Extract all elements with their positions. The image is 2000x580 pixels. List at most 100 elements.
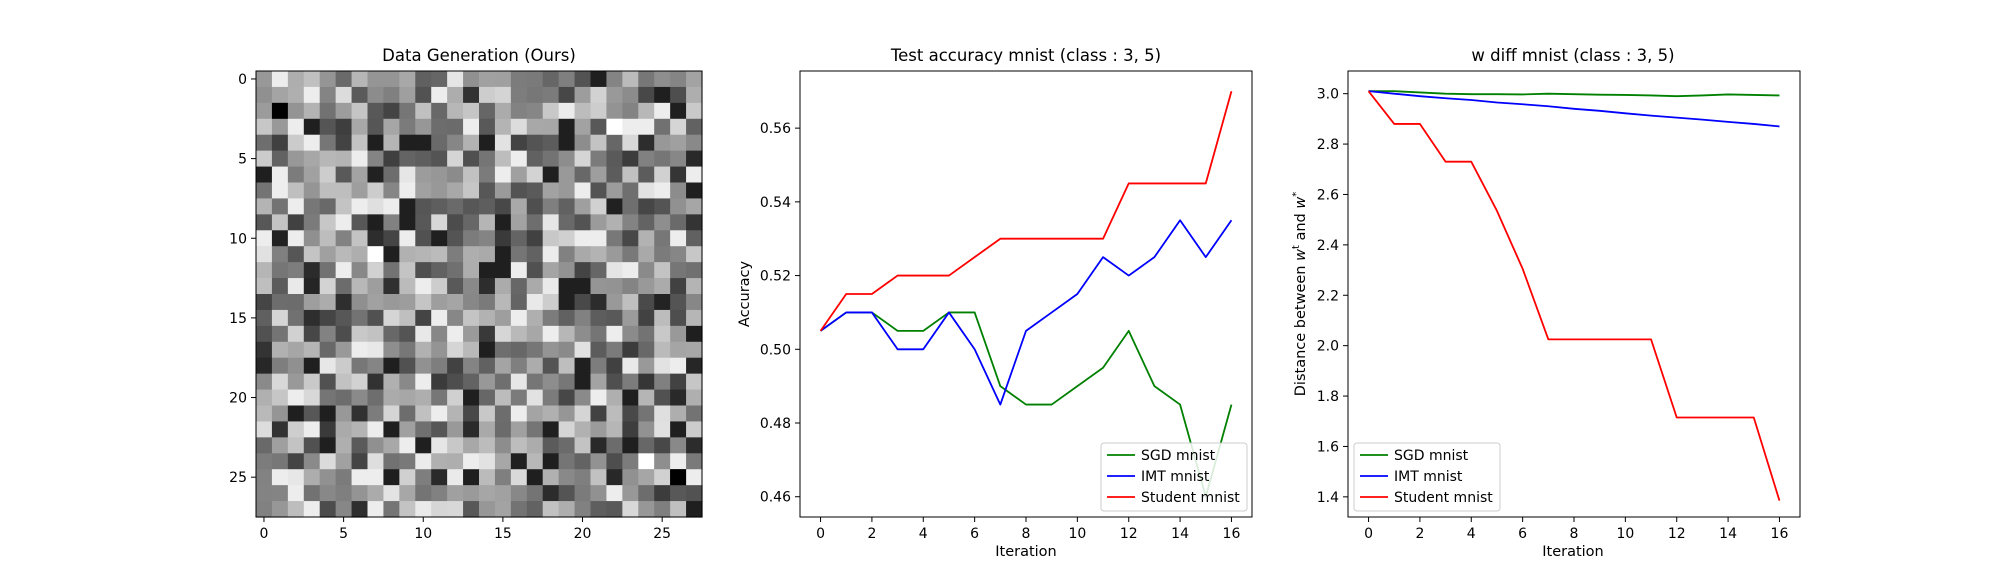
wdiff-xlabel: Iteration [1542,544,1604,560]
heatmap-xtick-label: 5 [339,526,348,542]
heatmap-cell [303,166,321,184]
heatmap-cell [351,166,369,184]
heatmap-cell [367,373,385,391]
heatmap-cell [447,246,464,263]
heatmap-cell [351,262,369,279]
heatmap-cell [383,405,400,423]
heatmap-ytick-label: 5 [238,152,247,168]
heatmap-cell [431,182,448,200]
heatmap-cell [670,166,687,184]
wdiff-ylabel-prefix: Distance between [1293,261,1309,396]
heatmap-cell [574,501,592,518]
heatmap-cell [479,341,496,359]
heatmap-cell [542,230,560,247]
heatmap-cell [654,501,671,518]
heatmap-cell [271,453,289,470]
heatmap-cell [463,246,480,263]
wdiff-xtick-label: 2 [1415,526,1424,542]
heatmap-cell [686,309,703,327]
heatmap-cell [638,501,655,518]
heatmap-cell [574,166,592,184]
heatmap-cells [256,71,703,518]
heatmap-cell [542,71,560,88]
heatmap-cell [399,357,416,375]
heatmap-cell [542,501,560,518]
heatmap-cell [479,309,496,327]
heatmap-cell [494,182,512,200]
heatmap-cell [542,214,560,231]
heatmap-cell [431,294,448,311]
heatmap-cell [431,150,448,168]
heatmap-cell [271,150,289,168]
heatmap-cell [638,357,655,375]
heatmap-cell [526,246,544,263]
heatmap-cell [256,118,273,136]
heatmap-cell [367,182,385,200]
heatmap-cell [447,469,464,486]
heatmap-cell [479,230,496,247]
heatmap-cell [670,262,687,279]
heatmap-cell [638,309,655,327]
heatmap-cell [574,294,592,311]
heatmap-cell [479,246,496,263]
heatmap-cell [351,278,369,295]
heatmap-cell [383,134,400,152]
heatmap-cell [654,278,671,295]
heatmap-cell [256,198,273,215]
heatmap-cell [479,134,496,152]
heatmap-cell [558,166,576,184]
heatmap-cell [494,309,512,327]
heatmap-cell [431,373,448,391]
heatmap-cell [256,150,273,168]
heatmap-cell [510,373,528,391]
heatmap-cell [335,71,353,88]
heatmap-cell [447,134,464,152]
heatmap-cell [574,118,592,136]
heatmap-cell [431,405,448,423]
heatmap-cell [256,389,273,407]
heatmap-cell [303,278,321,295]
heatmap-xtick-label: 0 [260,526,269,542]
heatmap-cell [670,198,687,215]
heatmap-cell [383,389,400,407]
heatmap-cell [431,501,448,518]
heatmap-cell [256,309,273,327]
heatmap-cell [431,453,448,470]
heatmap-cell [558,453,576,470]
heatmap-cell [319,278,337,295]
heatmap-cell [542,118,560,136]
heatmap-cell [399,214,416,231]
heatmap-cell [383,86,400,104]
heatmap-cell [335,373,353,391]
heatmap-cell [399,182,416,200]
heatmap-cell [510,437,528,454]
heatmap-cell [494,325,512,343]
heatmap-cell [574,246,592,263]
heatmap-cell [335,325,353,343]
heatmap-cell [670,453,687,470]
heatmap-cell [558,150,576,168]
heatmap-cell [526,71,544,88]
heatmap-cell [622,437,639,454]
heatmap-cell [574,309,592,327]
heatmap-cell [590,389,608,407]
heatmap-cell [447,421,464,438]
heatmap-cell [494,373,512,391]
heatmap-cell [574,437,592,454]
heatmap-cell [638,246,655,263]
heatmap-cell [558,437,576,454]
heatmap-cell [494,150,512,168]
heatmap-cell [494,437,512,454]
heatmap-cell [415,150,432,168]
heatmap-ytick-label: 0 [238,72,247,88]
heatmap-cell [638,469,655,486]
heatmap-cell [447,198,464,215]
heatmap-cell [606,485,623,502]
heatmap-cell [494,341,512,359]
heatmap-cell [510,134,528,152]
heatmap-cell [431,357,448,375]
heatmap-cell [542,309,560,327]
wdiff-ylabel-star: * [1291,192,1302,197]
wdiff-ylabel-w2: w [1293,197,1309,209]
